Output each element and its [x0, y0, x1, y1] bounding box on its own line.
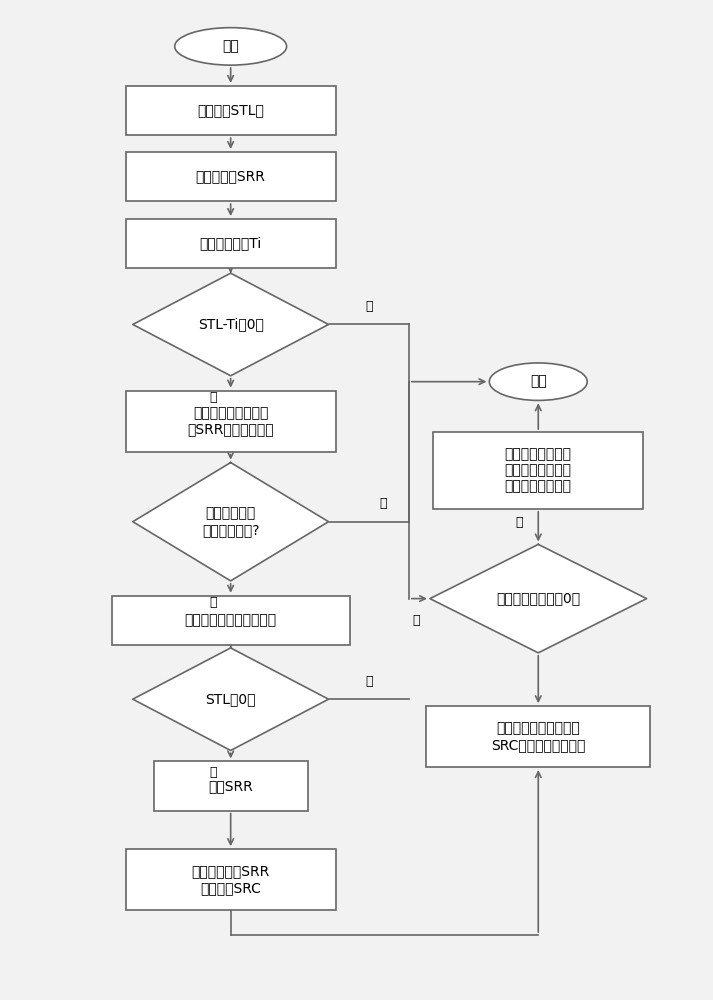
- Text: 转发SRR: 转发SRR: [208, 779, 253, 793]
- Text: 结束: 结束: [530, 375, 547, 389]
- FancyBboxPatch shape: [434, 432, 643, 509]
- Text: 开始: 开始: [222, 39, 239, 53]
- Text: 计算调度时间Ti: 计算调度时间Ti: [200, 237, 262, 251]
- Text: 用户设定STL值: 用户设定STL值: [198, 103, 264, 117]
- Text: 计算信道质量，选
取信道质量最优的
路径作为最终路径: 计算信道质量，选 取信道质量最优的 路径作为最终路径: [505, 447, 572, 494]
- Text: 源节点构造SRR: 源节点构造SRR: [196, 170, 266, 184]
- Text: 是否为目的节
点的普通节点?: 是否为目的节 点的普通节点?: [202, 507, 260, 537]
- Text: 回程中，中间节点检查
SRC，并存储路径信息: 回程中，中间节点检查 SRC，并存储路径信息: [491, 722, 585, 752]
- Text: 邻居节点创建逆向路由表: 邻居节点创建逆向路由表: [185, 613, 277, 627]
- Text: 是: 是: [210, 596, 217, 609]
- Text: 否: 否: [365, 300, 372, 313]
- Text: 否: 否: [365, 675, 372, 688]
- FancyBboxPatch shape: [112, 596, 349, 645]
- FancyBboxPatch shape: [125, 849, 336, 910]
- Text: STL-Ti＞0？: STL-Ti＞0？: [198, 317, 264, 331]
- Ellipse shape: [175, 28, 287, 65]
- Polygon shape: [430, 544, 647, 653]
- FancyBboxPatch shape: [125, 152, 336, 201]
- Text: 是: 是: [210, 766, 217, 779]
- Polygon shape: [133, 463, 329, 581]
- Text: 目的节点收到SRR
后，创建SRC: 目的节点收到SRR 后，创建SRC: [192, 865, 270, 895]
- Polygon shape: [133, 648, 329, 750]
- Text: 否: 否: [379, 497, 386, 510]
- Text: STL＞0？: STL＞0？: [205, 692, 256, 706]
- Text: 累加信道质量值，单
播SRR至其邻居节点: 累加信道质量值，单 播SRR至其邻居节点: [188, 406, 274, 436]
- Text: 选出的路径条数＞0？: 选出的路径条数＞0？: [496, 592, 580, 606]
- FancyBboxPatch shape: [125, 391, 336, 452]
- Text: 是: 是: [210, 391, 217, 404]
- FancyBboxPatch shape: [154, 761, 307, 811]
- Text: 是: 是: [515, 516, 523, 529]
- Polygon shape: [133, 273, 329, 376]
- FancyBboxPatch shape: [426, 706, 650, 767]
- FancyBboxPatch shape: [125, 86, 336, 135]
- Ellipse shape: [489, 363, 588, 400]
- Text: 否: 否: [412, 614, 420, 627]
- FancyBboxPatch shape: [125, 219, 336, 268]
